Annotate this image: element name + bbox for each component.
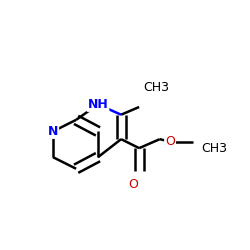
- Text: NH: NH: [88, 98, 108, 111]
- Text: N: N: [48, 125, 58, 138]
- Text: O: O: [165, 135, 175, 148]
- Text: O: O: [128, 178, 138, 191]
- Text: CH3: CH3: [143, 81, 169, 94]
- Text: CH3: CH3: [201, 142, 227, 155]
